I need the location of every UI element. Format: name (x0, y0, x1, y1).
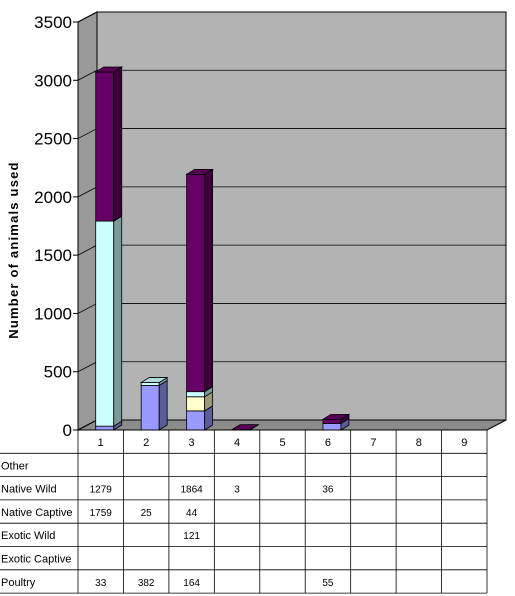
bar-segment (95, 71, 115, 222)
y-tick-label: 2500 (34, 130, 72, 149)
x-tick-label: 6 (325, 437, 331, 449)
bar-segment (140, 382, 160, 386)
bar-segment-side (158, 379, 168, 431)
bar-top (321, 413, 351, 420)
table-row-label: Other (1, 460, 29, 472)
data-table: 1 2 3 4 5 6 7 8 9 Other Native Wild 1279 1864 3 36 Nati… (0, 429, 488, 594)
bar-segment (322, 423, 342, 431)
table-row-label: Exotic Captive (1, 554, 71, 566)
x-tick-label: 1 (98, 437, 104, 449)
y-tick-label: 500 (44, 363, 72, 382)
y-tick-label: 3500 (34, 13, 72, 32)
back-wall (96, 11, 507, 421)
x-tick-label: 7 (370, 437, 376, 449)
bar-top (185, 168, 215, 175)
x-tick-label: 2 (143, 437, 149, 449)
gridlines (77, 11, 506, 373)
data-label: 25 (141, 508, 153, 519)
x-tick-label: 9 (461, 437, 467, 449)
gridline-side (77, 69, 98, 81)
gridline-side (77, 244, 98, 256)
gridline-side (77, 11, 98, 23)
bar-segment (186, 410, 206, 431)
table-row-label: Native Wild (1, 484, 57, 496)
data-label: 3 (234, 485, 240, 496)
data-label: 121 (183, 531, 200, 542)
data-label: 44 (186, 508, 198, 519)
bar-segment-side (204, 168, 214, 393)
gridline-side (77, 186, 98, 198)
data-label: 1759 (90, 508, 113, 519)
data-label: 1279 (90, 485, 113, 496)
data-label: 36 (322, 485, 334, 496)
bar-segment (140, 385, 160, 431)
bar-segment (186, 173, 206, 393)
bar-segment (95, 220, 115, 427)
table-row-label: Exotic Wild (1, 530, 55, 542)
gridline-side (77, 303, 98, 314)
table-row-label: Native Captive (1, 507, 73, 519)
bar-segment (95, 425, 115, 431)
y-axis: 0 500 1000 1500 2000 2500 3000 3500 (34, 13, 79, 440)
y-tick-label: 2000 (34, 188, 72, 207)
bar-top (94, 66, 124, 73)
x-tick-label: 5 (279, 437, 285, 449)
data-label: 55 (322, 578, 334, 589)
data-label: 164 (183, 578, 200, 589)
table-row-label: Poultry (1, 577, 36, 589)
bar-segment-side (113, 215, 123, 427)
bar-top (139, 377, 169, 383)
bars (94, 66, 351, 431)
y-tick-label: 0 (63, 421, 72, 440)
x-tick-label: 8 (416, 437, 422, 449)
bar-segment (322, 418, 342, 424)
data-label: 382 (138, 578, 155, 589)
bar-segment (186, 391, 206, 398)
y-axis-label: Number of animals used (6, 161, 21, 338)
y-tick-label: 3000 (34, 71, 72, 90)
bar-segment-side (113, 66, 123, 222)
data-label: 33 (95, 578, 107, 589)
gridline-side (77, 361, 98, 373)
x-tick-label: 4 (234, 437, 240, 449)
y-tick-label: 1500 (34, 246, 72, 265)
chart-walls (77, 11, 507, 431)
y-tick-label: 1000 (34, 304, 72, 323)
gridline-side (77, 128, 98, 139)
bar-segment (186, 396, 206, 412)
side-wall (77, 11, 98, 431)
x-tick-label: 3 (189, 437, 195, 449)
data-label: 1864 (180, 485, 203, 496)
